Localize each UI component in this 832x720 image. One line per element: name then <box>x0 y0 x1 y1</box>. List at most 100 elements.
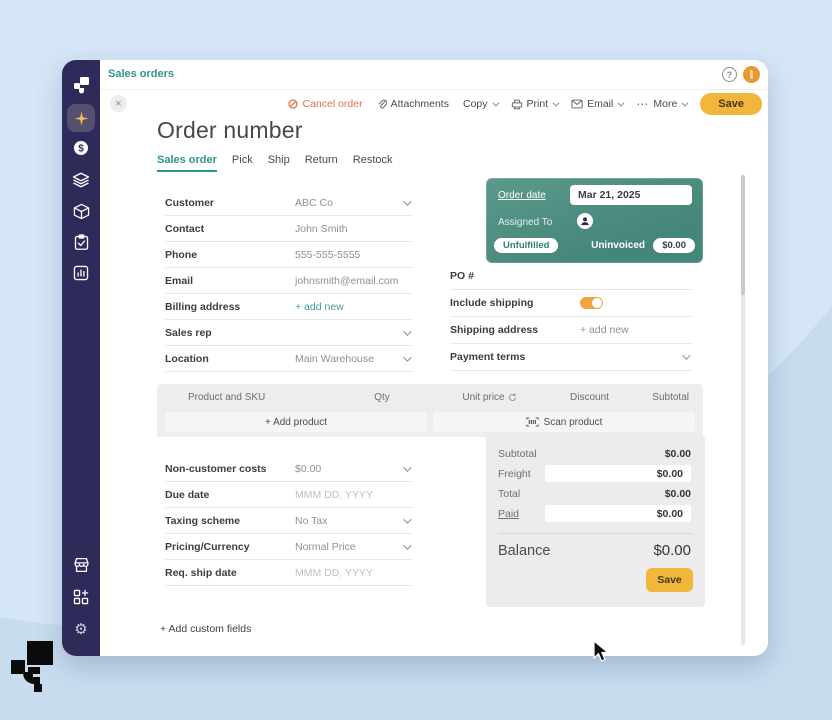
invoice-amount-badge: $0.00 <box>653 238 695 253</box>
chevron-down-icon <box>403 514 412 524</box>
print-button[interactable]: Print <box>511 98 560 110</box>
order-date-input[interactable]: Mar 21, 2025 <box>570 185 692 205</box>
chevron-down-icon <box>617 99 625 107</box>
sidebar-item-products-icon[interactable] <box>62 202 100 220</box>
cancel-order-button[interactable]: Cancel order <box>288 98 363 110</box>
email-button[interactable]: Email <box>571 98 625 110</box>
customer-form: Customer ABC Co Contact John Smith Phone… <box>165 190 413 372</box>
cancel-icon <box>288 99 299 109</box>
topbar: Sales orders ? <box>100 60 768 90</box>
col-qty: Qty <box>374 392 390 403</box>
assigned-to-label: Assigned To <box>498 217 553 228</box>
col-discount: Discount <box>570 392 609 403</box>
app-window: $ ⚙ Sales orders ? × Can <box>62 60 768 656</box>
email-field[interactable]: johnsmith@email.com <box>295 274 399 287</box>
customer-row[interactable]: Customer ABC Co <box>165 190 413 216</box>
sales-rep-row[interactable]: Sales rep <box>165 320 413 346</box>
mouse-cursor <box>592 640 612 664</box>
order-date-label[interactable]: Order date <box>498 190 546 201</box>
sidebar: $ ⚙ <box>62 60 100 656</box>
chevron-down-icon <box>491 99 499 107</box>
line-items-actions: + Add product Scan product <box>165 412 695 432</box>
sidebar-item-storefront-icon[interactable] <box>62 556 100 574</box>
balance-label: Balance <box>498 543 551 559</box>
tab-return[interactable]: Return <box>304 154 338 166</box>
pricing-currency-select[interactable]: Normal Price <box>295 540 356 553</box>
sidebar-item-orders-icon[interactable] <box>62 233 100 251</box>
sidebar-item-reports-icon[interactable] <box>62 264 100 282</box>
person-icon <box>581 217 589 226</box>
copy-button[interactable]: Copy <box>463 98 499 110</box>
po-number-row[interactable]: PO # <box>450 263 692 290</box>
include-shipping-toggle[interactable] <box>580 297 603 309</box>
gear-icon: ⚙ <box>74 620 88 638</box>
location-select[interactable]: Main Warehouse <box>295 352 374 365</box>
paid-input[interactable]: $0.00 <box>545 505 691 522</box>
tab-ship[interactable]: Ship <box>267 154 290 166</box>
chevron-down-icon <box>682 351 691 360</box>
add-custom-fields-link[interactable]: + Add custom fields <box>160 623 252 635</box>
freight-row: Freight $0.00 <box>498 465 691 482</box>
subtotal-value: $0.00 <box>664 447 691 460</box>
chevron-down-icon <box>403 196 412 206</box>
sidebar-item-settings-icon[interactable]: ⚙ <box>62 620 100 638</box>
close-icon[interactable]: × <box>110 95 127 112</box>
freight-input[interactable]: $0.00 <box>545 465 691 482</box>
req-ship-date-row[interactable]: Req. ship date MMM DD, YYYY <box>165 560 413 586</box>
email-row[interactable]: Email johnsmith@email.com <box>165 268 413 294</box>
add-product-button[interactable]: + Add product <box>165 412 427 432</box>
order-heading: Order number <box>157 117 303 143</box>
chevron-down-icon <box>403 540 412 550</box>
req-ship-date-input[interactable]: MMM DD, YYYY <box>295 566 373 579</box>
tab-sales-order[interactable]: Sales order <box>157 154 217 172</box>
more-button[interactable]: ⋯ More <box>636 97 689 111</box>
paid-label-link[interactable]: Paid <box>498 507 520 520</box>
taxing-scheme-select[interactable]: No Tax <box>295 514 328 527</box>
scrollbar-thumb[interactable] <box>741 175 745 295</box>
add-shipping-address-link[interactable]: + add new <box>580 324 629 336</box>
svg-text:$: $ <box>78 144 84 155</box>
contact-row[interactable]: Contact John Smith <box>165 216 413 242</box>
paid-row: Paid $0.00 <box>498 505 691 522</box>
non-customer-costs-row[interactable]: Non-customer costs $0.00 <box>165 456 413 482</box>
assigned-to-avatar[interactable] <box>577 213 593 229</box>
sidebar-item-create-active[interactable] <box>67 104 95 132</box>
tab-pick[interactable]: Pick <box>231 154 253 166</box>
non-customer-costs-select[interactable]: $0.00 <box>295 462 322 475</box>
paperclip-icon <box>378 99 387 109</box>
page-title: Sales orders <box>108 68 175 80</box>
totals-divider <box>498 533 693 534</box>
scan-product-button[interactable]: Scan product <box>433 412 695 432</box>
tab-restock[interactable]: Restock <box>352 154 393 166</box>
customer-select[interactable]: ABC Co <box>295 196 333 209</box>
taxing-scheme-row[interactable]: Taxing scheme No Tax <box>165 508 413 534</box>
refresh-icon <box>508 393 516 401</box>
sidebar-item-addons-icon[interactable] <box>62 588 100 606</box>
help-icon[interactable]: ? <box>722 67 737 82</box>
phone-field[interactable]: 555-555-5555 <box>295 248 361 261</box>
sidebar-item-inventory-icon[interactable] <box>62 171 100 189</box>
location-row[interactable]: Location Main Warehouse <box>165 346 413 372</box>
col-unit-price: Unit price <box>437 392 542 403</box>
pricing-currency-row[interactable]: Pricing/Currency Normal Price <box>165 534 413 560</box>
attachments-button[interactable]: Attachments <box>377 98 449 110</box>
due-date-row[interactable]: Due date MMM DD, YYYY <box>165 482 413 508</box>
scrollbar-track[interactable] <box>741 175 745 645</box>
save-button[interactable]: Save <box>700 93 762 115</box>
chevron-down-icon <box>403 326 412 336</box>
subtotal-row: Subtotal $0.00 <box>498 447 691 460</box>
total-row: Total $0.00 <box>498 487 691 500</box>
save-order-button[interactable]: Save <box>646 568 693 592</box>
due-date-input[interactable]: MMM DD, YYYY <box>295 488 373 501</box>
contact-field[interactable]: John Smith <box>295 222 348 235</box>
add-billing-address-link[interactable]: + add new <box>295 300 344 313</box>
chevron-down-icon <box>403 352 412 362</box>
inflow-logo-icon <box>62 76 100 96</box>
payment-terms-row[interactable]: Payment terms <box>450 344 692 371</box>
fulfillment-status-badge[interactable]: Unfulfilled <box>494 238 559 253</box>
line-items-header: Product and SKU Qty Unit price Discount … <box>157 384 703 411</box>
user-avatar[interactable] <box>743 66 760 83</box>
sidebar-item-sales-icon[interactable]: $ <box>62 140 100 156</box>
include-shipping-row: Include shipping <box>450 290 692 317</box>
phone-row[interactable]: Phone 555-555-5555 <box>165 242 413 268</box>
